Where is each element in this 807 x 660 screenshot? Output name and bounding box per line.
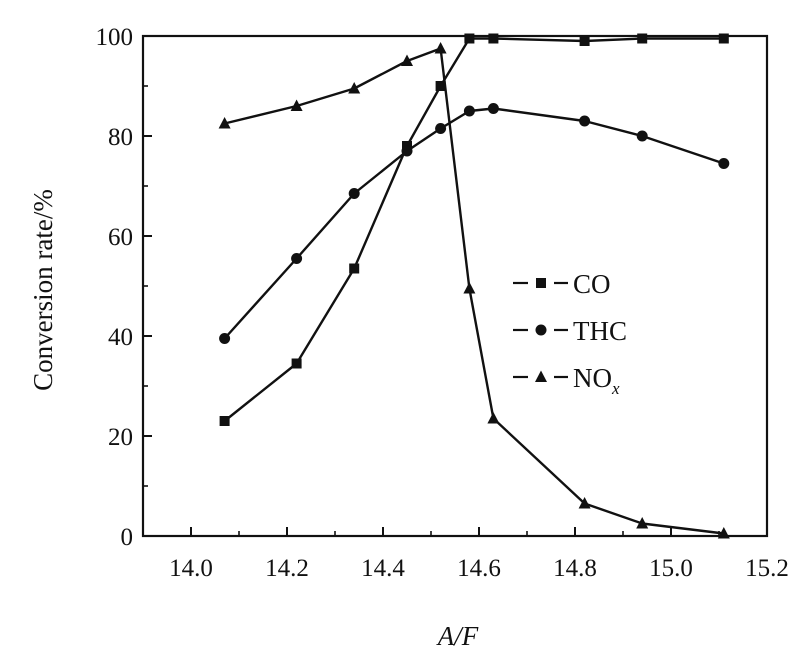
x-axis-ticks: 14.0 14.2 14.4 14.6 14.8 15.0 15.2 — [142, 527, 789, 582]
series-thc — [219, 103, 730, 344]
legend-label-no: NOx — [573, 363, 620, 398]
x-tick-label: 15.2 — [745, 555, 789, 582]
legend-marker-thc — [535, 324, 547, 336]
data-point-no — [717, 527, 730, 539]
legend-marker-co — [536, 278, 546, 288]
y-tick-label: 100 — [96, 24, 134, 51]
data-point-thc — [636, 130, 648, 142]
legend-item-thc: THC — [513, 316, 627, 346]
series-no — [218, 42, 730, 539]
y-tick-label: 60 — [108, 224, 133, 251]
legend-item-co: CO — [513, 269, 611, 299]
y-tick-label: 40 — [108, 324, 133, 351]
x-tick-label: 15.0 — [649, 555, 693, 582]
x-tick-label: 14.0 — [169, 555, 213, 582]
y-tick-label: 20 — [108, 424, 133, 451]
x-tick-label: 14.4 — [361, 555, 405, 582]
series-line-co — [223, 37, 724, 422]
x-axis-label: A/F — [436, 621, 479, 651]
data-point-co — [637, 33, 648, 44]
series-line-no — [224, 47, 724, 535]
data-point-co — [718, 33, 729, 44]
data-point-co — [435, 81, 446, 91]
legend-item-no: NOx — [513, 363, 620, 398]
y-tick-label: 0 — [121, 524, 134, 551]
data-point-co — [488, 33, 499, 44]
legend: CO THC NOx — [513, 269, 627, 398]
data-point-thc — [401, 145, 413, 157]
legend-marker-no — [535, 370, 547, 382]
data-point-no — [434, 42, 447, 54]
data-point-thc — [219, 333, 231, 344]
data-point-thc — [718, 158, 730, 169]
y-axis-ticks: 0 20 40 60 80 100 — [96, 24, 152, 551]
data-point-co — [464, 33, 475, 44]
data-point-thc — [463, 105, 475, 117]
series-layer — [218, 33, 730, 539]
x-tick-label: 14.2 — [265, 555, 309, 582]
data-point-no — [401, 54, 413, 66]
data-point-no — [218, 117, 231, 129]
data-point-thc — [579, 115, 591, 127]
data-point-co — [219, 416, 230, 426]
series-line-thc — [223, 107, 725, 340]
data-point-thc — [291, 253, 303, 264]
y-axis-label: Conversion rate/% — [28, 189, 58, 391]
data-point-no — [463, 282, 476, 294]
legend-label-thc: THC — [573, 316, 627, 346]
plot-area — [141, 34, 769, 538]
x-tick-label: 14.6 — [457, 555, 501, 582]
plot-frame — [141, 34, 769, 538]
legend-label-subscript: x — [611, 379, 620, 398]
series-co — [219, 33, 729, 426]
y-tick-label: 80 — [108, 124, 133, 151]
data-point-no — [348, 82, 361, 94]
x-tick-label: 14.8 — [553, 555, 597, 582]
data-point-thc — [487, 103, 499, 114]
data-point-thc — [435, 123, 447, 134]
data-point-co — [579, 36, 590, 46]
data-point-no — [578, 497, 591, 509]
data-point-no — [290, 99, 303, 111]
data-point-thc — [348, 188, 360, 199]
data-point-no — [487, 412, 500, 424]
legend-label-co: CO — [573, 269, 611, 299]
data-point-co — [291, 358, 302, 369]
data-point-no — [636, 517, 649, 529]
data-point-co — [349, 263, 360, 274]
